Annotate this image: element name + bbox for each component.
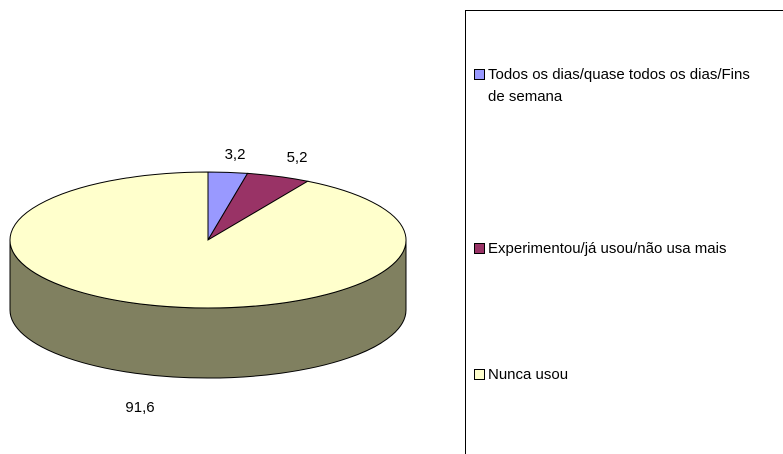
legend-label: Nunca usou [488,366,569,383]
pie-slice [9,171,407,309]
legend-swatch [474,369,485,380]
legend-item: Todos os dias/quase todos os dias/Fins d… [474,64,750,108]
legend-item: Experimentou/já usou/não usa mais [474,238,750,260]
data-label: 91,6 [125,399,154,416]
legend-swatch [474,243,485,254]
data-label: 5,2 [287,149,308,166]
data-label: 3,2 [225,146,246,163]
legend-label: Experimentou/já usou/não usa mais [488,240,727,257]
legend-swatch [474,69,485,80]
legend-item: Nunca usou [474,364,750,386]
legend-label: Todos os dias/quase todos os dias/Fins d… [488,66,750,105]
legend-box [465,10,783,454]
